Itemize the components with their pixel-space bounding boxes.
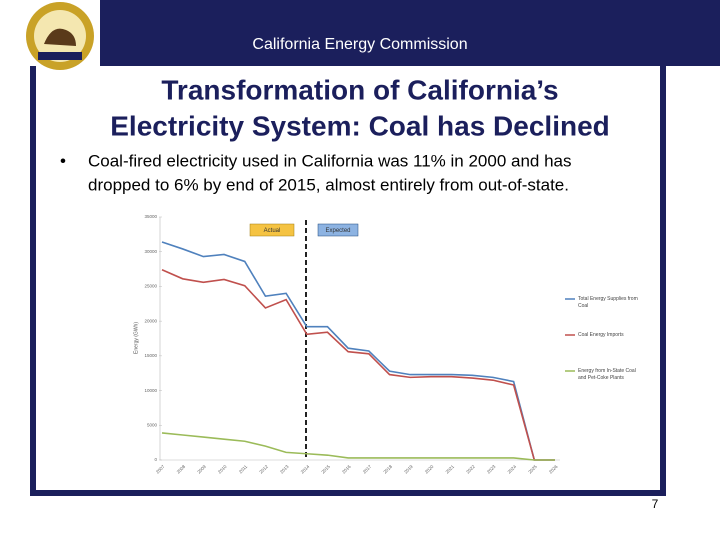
x-tick-label: 2014 [300, 464, 311, 475]
x-tick-label: 2022 [465, 464, 476, 475]
annotation: Expected [325, 228, 350, 234]
x-tick-label: 2015 [320, 464, 331, 475]
legend-label: Coal Energy Imports [578, 332, 624, 338]
x-tick-label: 2011 [238, 464, 249, 475]
x-tick-label: 2009 [196, 464, 207, 475]
x-tick-label: 2024 [507, 464, 518, 475]
logo [26, 2, 94, 70]
annotation-box [317, 223, 359, 237]
legend-label: Energy from In-State Coal and Pet-Coke P… [578, 368, 636, 381]
x-tick-label: 2012 [258, 464, 269, 475]
x-tick-label: 2025 [527, 464, 538, 475]
right-frame [660, 66, 666, 496]
x-tick-label: 2018 [382, 464, 393, 475]
bullet-text: Coal-fired electricity used in Californi… [88, 151, 572, 170]
x-tick-label: 2026 [548, 464, 559, 475]
x-tick-label: 2017 [362, 464, 373, 475]
y-tick-label: 5000 [147, 422, 158, 427]
bullet-dot: • [60, 151, 66, 170]
x-tick-label: 2013 [279, 464, 290, 475]
x-tick-label: 2020 [424, 464, 435, 475]
left-frame [30, 66, 36, 496]
y-tick-label: 35000 [144, 214, 157, 219]
header-band [100, 0, 720, 66]
annotation: Actual [264, 228, 281, 234]
series-line [161, 269, 555, 461]
x-tick-label: 2016 [341, 464, 352, 475]
y-tick-label: 25000 [144, 284, 157, 289]
y-tick-label: 30000 [144, 249, 157, 254]
x-tick-label: 2007 [155, 464, 166, 475]
legend-label: Total Energy Supplies from Coal [578, 296, 638, 309]
page-number: 7 [652, 497, 659, 511]
x-tick-label: 2010 [217, 464, 228, 475]
x-tick-label: 2019 [403, 464, 414, 475]
y-tick-label: 10000 [144, 388, 157, 393]
x-tick-label: 2023 [486, 464, 497, 475]
x-tick-label: 2008 [176, 464, 187, 475]
y-tick-label: 0 [154, 457, 157, 462]
series-line [161, 432, 555, 461]
x-tick-label: 2021 [445, 464, 456, 475]
bottom-frame [30, 490, 666, 496]
slide-title: Electricity System: Coal has Declined [110, 110, 610, 141]
y-tick-label: 15000 [144, 353, 157, 358]
series-line [161, 241, 555, 461]
slide-title: Transformation of California’s [161, 74, 558, 105]
y-tick-label: 20000 [144, 318, 157, 323]
bullet-text: dropped to 6% by end of 2015, almost ent… [88, 175, 569, 194]
header-text: California Energy Commission [252, 36, 467, 53]
annotation-box [249, 223, 295, 237]
y-axis-label: Energy (GWh) [133, 322, 139, 354]
